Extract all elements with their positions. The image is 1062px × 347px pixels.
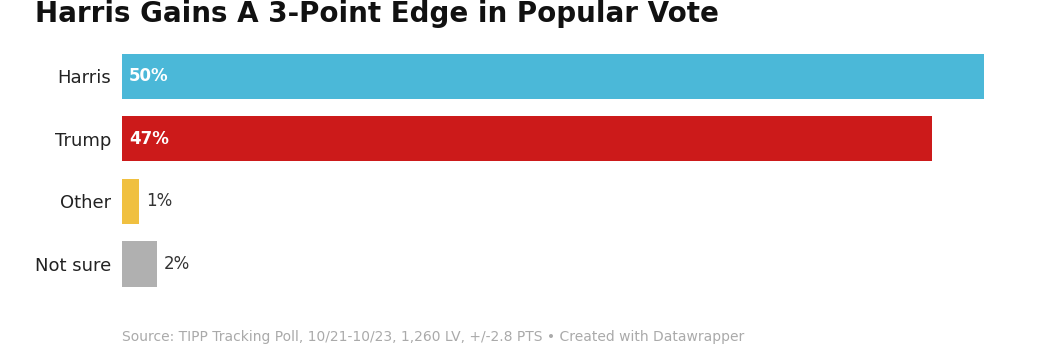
Bar: [122, 179, 139, 224]
Bar: [122, 53, 983, 99]
Text: 47%: 47%: [129, 130, 169, 148]
Bar: [122, 116, 932, 161]
Text: Source: TIPP Tracking Poll, 10/21-10/23, 1,260 LV, +/-2.8 PTS • Created with Dat: Source: TIPP Tracking Poll, 10/21-10/23,…: [122, 330, 744, 344]
Text: 2%: 2%: [164, 255, 190, 273]
Text: 1%: 1%: [147, 192, 172, 210]
Text: 50%: 50%: [129, 67, 169, 85]
Text: Harris Gains A 3-Point Edge in Popular Vote: Harris Gains A 3-Point Edge in Popular V…: [35, 0, 719, 28]
Bar: [122, 242, 156, 287]
